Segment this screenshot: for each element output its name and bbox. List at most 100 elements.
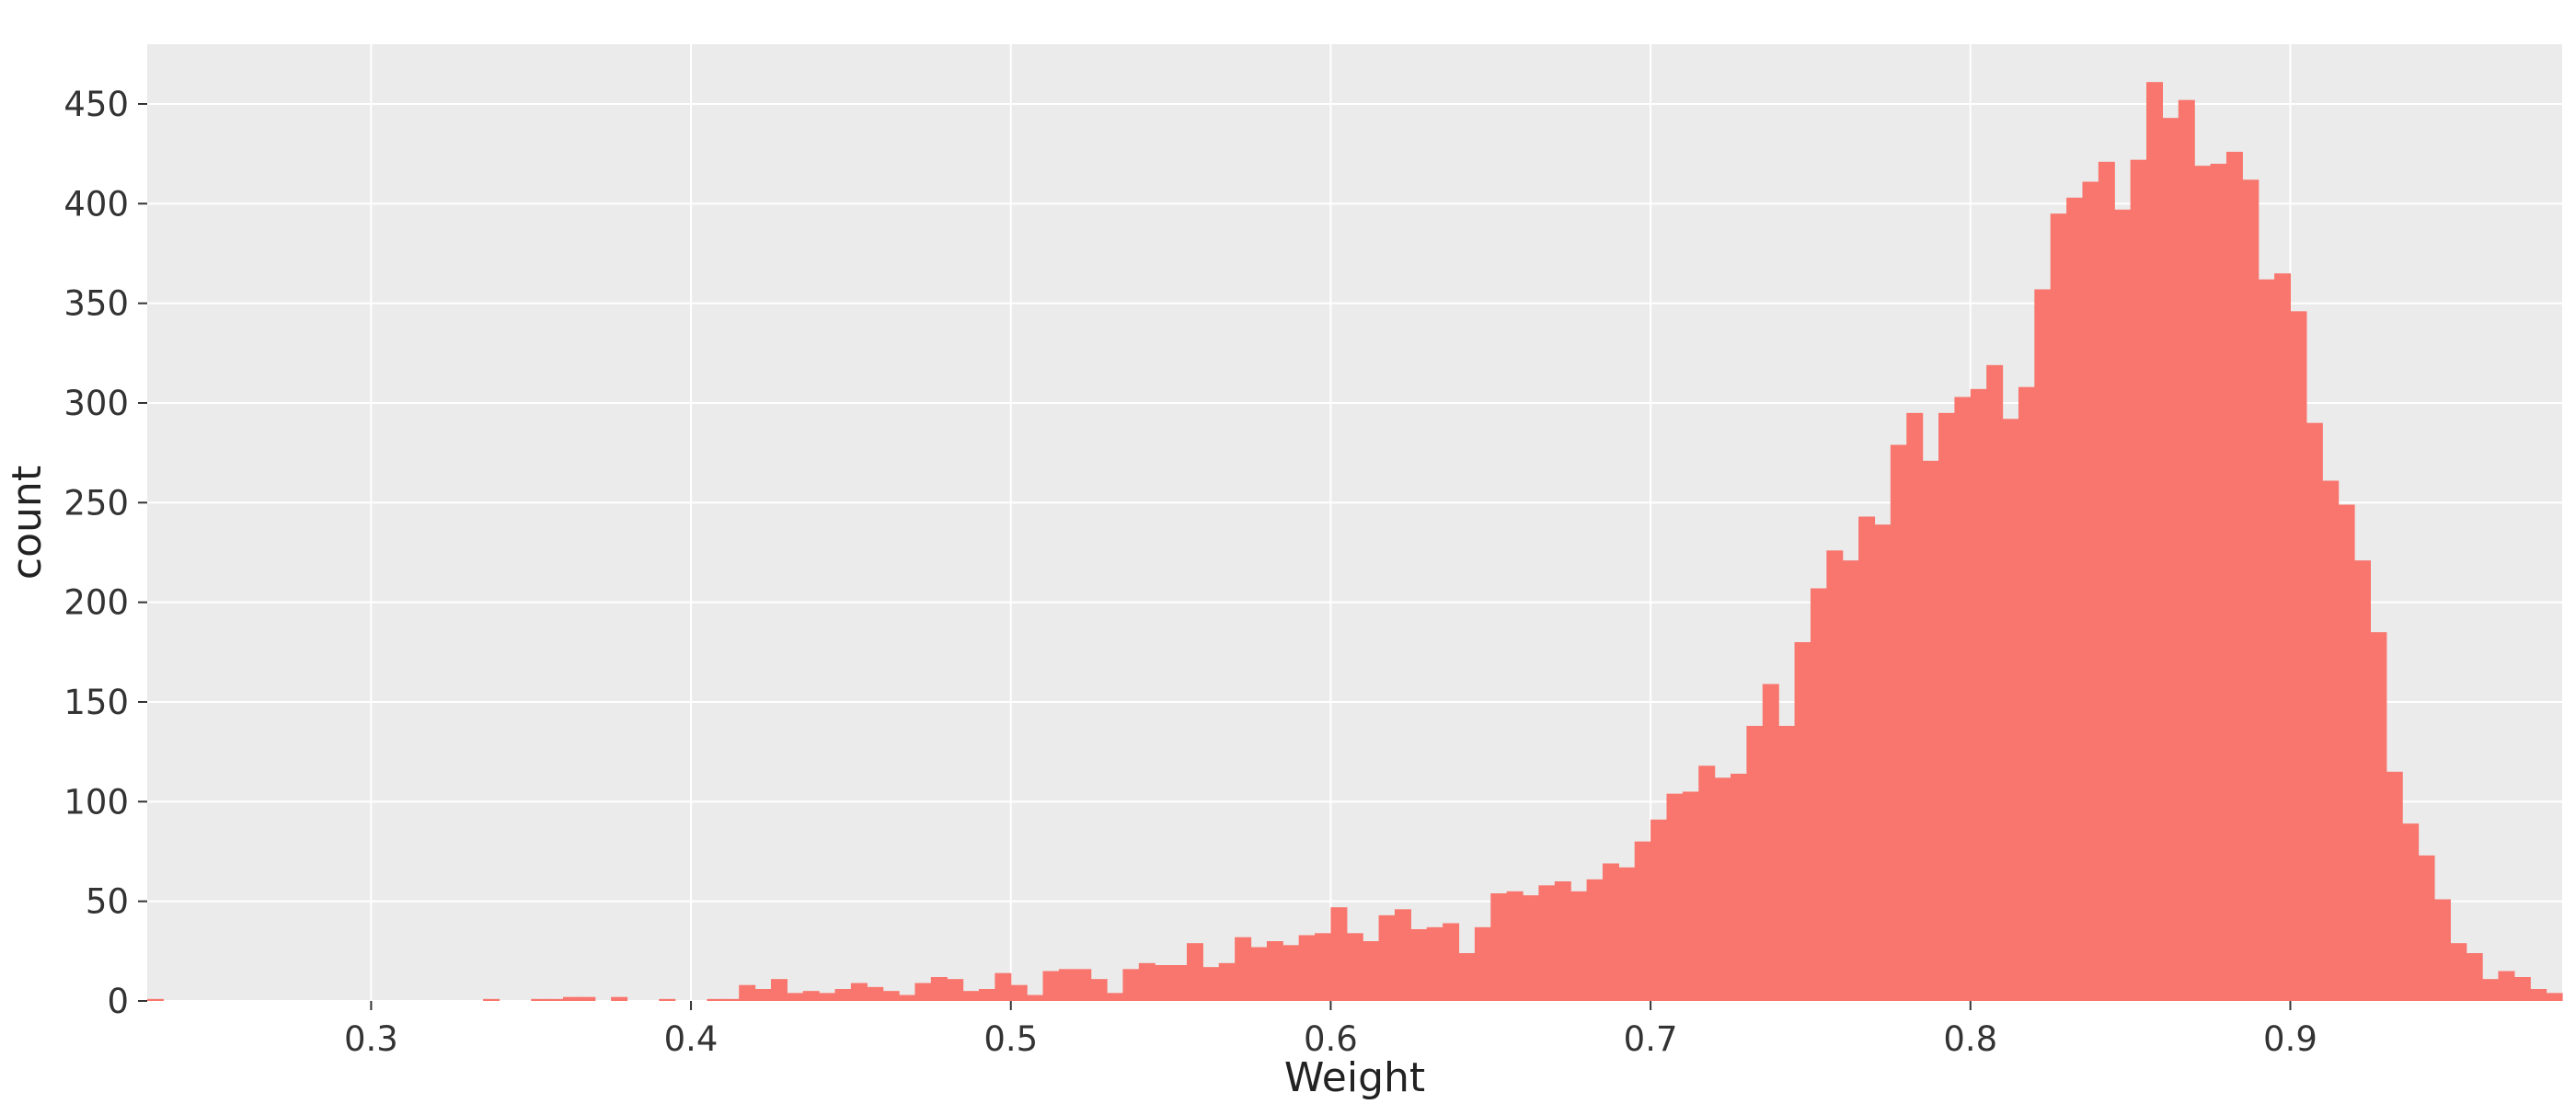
- histogram-bar: [707, 998, 724, 1001]
- histogram-bar: [1138, 962, 1156, 1001]
- histogram-bar: [1858, 516, 1876, 1001]
- histogram-bar: [2433, 899, 2451, 1001]
- histogram-bar: [2098, 161, 2115, 1002]
- histogram-bar: [2242, 179, 2260, 1002]
- histogram-bar: [1027, 995, 1044, 1001]
- histogram-bar: [1155, 965, 1172, 1001]
- histogram-bar: [1218, 962, 1236, 1001]
- histogram-bar: [2034, 289, 2052, 1001]
- histogram-bar: [562, 996, 580, 1001]
- histogram-bar: [531, 998, 548, 1001]
- histogram-bar: [1282, 945, 1300, 1001]
- histogram-bar: [914, 983, 932, 1001]
- x-tick-label: 0.4: [664, 1019, 719, 1059]
- x-axis: 0.3 0.4 0.5 0.6 0.7 0.8 0.9: [344, 1001, 2317, 1059]
- histogram-bar: [2513, 977, 2531, 1001]
- histogram-bar: [1330, 907, 1348, 1001]
- histogram-bar: [2258, 279, 2275, 1002]
- histogram-bar: [1058, 969, 1075, 1001]
- histogram-bar: [1075, 969, 1092, 1001]
- histogram-bar: [834, 989, 852, 1001]
- histogram-bar: [739, 984, 756, 1001]
- histogram-bar: [899, 995, 916, 1001]
- histogram-bar: [1874, 524, 1892, 1001]
- histogram-bar: [659, 998, 676, 1001]
- histogram-bar: [2066, 197, 2084, 1002]
- histogram-bar: [1490, 893, 1508, 1001]
- histogram-bar: [1762, 684, 1779, 1001]
- x-tick-label: 0.9: [2263, 1019, 2317, 1059]
- histogram-bar: [1170, 965, 1188, 1001]
- bars: [147, 82, 2563, 1002]
- y-tick-label: 50: [86, 882, 129, 922]
- histogram-bar: [2450, 943, 2467, 1001]
- histogram-bar: [2050, 213, 2067, 1001]
- histogram-bar: [819, 993, 836, 1001]
- histogram-bar: [1506, 891, 1524, 1001]
- histogram-bar: [787, 993, 804, 1001]
- histogram-bar: [722, 998, 740, 1001]
- histogram-bar: [2418, 855, 2435, 1001]
- histogram-bar: [1090, 979, 1108, 1001]
- histogram-bar: [1250, 947, 1268, 1001]
- histogram-bar: [1298, 935, 1316, 1001]
- histogram-bar: [1042, 971, 1060, 1001]
- histogram-bar: [1794, 642, 1811, 1001]
- histogram-bar: [2290, 311, 2307, 1001]
- histogram-bar: [2082, 181, 2099, 1001]
- histogram-bar: [1202, 967, 1220, 1001]
- histogram-bar: [2482, 979, 2500, 1001]
- histogram-bar: [1394, 909, 1411, 1001]
- x-axis-title: Weight: [1284, 1054, 1425, 1101]
- histogram-bar: [2002, 419, 2019, 1001]
- histogram-bar: [770, 979, 788, 1001]
- histogram-bar: [1906, 412, 1924, 1001]
- histogram-bar: [1954, 397, 1972, 1001]
- histogram-bar: [1586, 879, 1604, 1001]
- histogram-bar: [1378, 914, 1396, 1001]
- histogram-bar: [2354, 560, 2371, 1001]
- y-tick-label: 300: [63, 384, 129, 423]
- histogram-bar: [754, 989, 772, 1001]
- y-axis: 0 50 100 150 200 250 300 350 400 450: [63, 85, 147, 1021]
- y-tick-label: 350: [63, 284, 129, 324]
- histogram-bar: [1682, 791, 1699, 1001]
- histogram-bar: [483, 998, 500, 1001]
- histogram-bar: [1890, 444, 1907, 1001]
- histogram-bar: [1778, 726, 1796, 1001]
- histogram-bar: [546, 998, 564, 1001]
- histogram-bar: [1666, 793, 1684, 1001]
- histogram-bar: [2530, 989, 2547, 1001]
- histogram-bar: [2210, 164, 2227, 1001]
- histogram-bar: [947, 979, 964, 1001]
- histogram-bar: [2146, 82, 2163, 1001]
- histogram-bar: [2130, 159, 2147, 1001]
- histogram-bar: [930, 977, 948, 1001]
- histogram-bar: [1714, 777, 1731, 1001]
- histogram-bar: [2114, 209, 2132, 1002]
- histogram-bar: [1266, 941, 1283, 1001]
- histogram-bar: [1970, 388, 1987, 1001]
- x-tick-label: 0.3: [344, 1019, 398, 1059]
- histogram-bar: [2225, 152, 2243, 1001]
- y-tick-label: 250: [63, 483, 129, 523]
- histogram-bar: [1842, 560, 1859, 1001]
- histogram-bar: [2466, 953, 2483, 1001]
- histogram-bar: [1618, 867, 1636, 1001]
- histogram-bar: [2338, 504, 2355, 1001]
- histogram-bar: [802, 991, 820, 1001]
- histogram-bar: [2402, 823, 2420, 1001]
- histogram-bar: [1315, 933, 1332, 1001]
- histogram-bar: [1938, 412, 1956, 1001]
- y-tick-label: 0: [107, 982, 129, 1021]
- y-axis-title: count: [4, 466, 51, 580]
- y-tick-label: 150: [63, 683, 129, 722]
- histogram-bar: [1346, 933, 1363, 1001]
- histogram-bar: [1363, 941, 1380, 1001]
- histogram-bar: [2162, 118, 2179, 1001]
- histogram-bar: [1570, 891, 1588, 1001]
- histogram-bar: [2194, 166, 2212, 1001]
- histogram-bar: [995, 972, 1012, 1001]
- histogram-bar: [2386, 771, 2403, 1001]
